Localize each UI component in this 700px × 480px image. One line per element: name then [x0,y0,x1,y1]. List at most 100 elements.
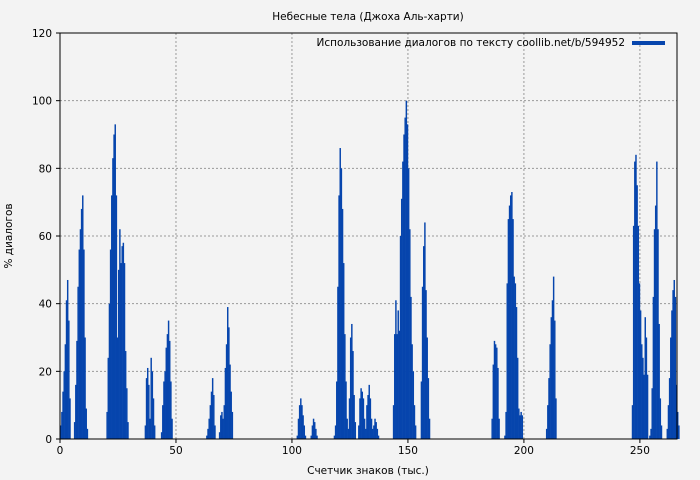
bar [208,418,210,439]
bar [520,411,522,439]
bar [644,317,646,439]
y-tick-label: 100 [32,96,52,108]
bar [210,391,213,439]
bar [78,249,81,439]
bar [338,195,340,439]
bar [218,432,221,439]
bar [368,384,370,439]
bar [407,168,410,440]
bar [653,229,656,439]
bar [545,428,548,439]
bar [113,134,115,439]
bar [413,405,416,439]
bar [358,425,360,439]
bar [421,286,424,439]
bar [555,398,557,439]
bar [301,405,303,439]
bar [149,418,151,439]
y-axis-label: % диалогов [3,203,15,268]
x-axis-label: Счетчик знаков (тыс.) [307,465,429,477]
bar [223,405,225,439]
bar [657,229,659,439]
bar [518,408,520,439]
bar [506,283,508,439]
bar [427,378,430,439]
y-tick-label: 80 [39,163,52,175]
bar [639,310,642,439]
bar [310,435,312,439]
bar [352,351,354,439]
bar [117,269,120,439]
bar [224,367,227,439]
bar [645,337,648,439]
bar [636,185,638,439]
bar [164,371,166,439]
bar [411,344,413,439]
bar [509,195,512,439]
bar [406,124,409,439]
bar [651,388,653,439]
bar [643,374,645,439]
bar [151,371,154,439]
bar [211,378,214,439]
bar [63,371,65,439]
bar [206,435,208,439]
legend-label: Использование диалогов по тексту coollib… [317,37,625,49]
bar [361,391,364,439]
y-tick-label: 120 [32,28,52,40]
bar [402,161,404,440]
bar [654,205,657,439]
legend-swatch [632,41,665,45]
bar [494,344,497,439]
bar [632,225,635,439]
bar [80,208,83,439]
bar [398,330,401,439]
bar [85,408,87,439]
bar [109,249,112,439]
y-tick-label: 20 [39,366,52,378]
bar [313,422,316,439]
bar [424,222,426,439]
bar [363,418,366,439]
bar [75,384,77,439]
bar [374,418,376,439]
bar [316,435,318,439]
bar [371,428,374,439]
bar [351,323,353,439]
bar [213,395,215,439]
bar [410,296,412,439]
bar [638,283,641,439]
bar [111,195,113,439]
bar [342,263,345,439]
x-tick-label: 100 [282,445,302,457]
bar [222,418,224,439]
bar [62,391,64,439]
bar [209,405,212,439]
bar [666,428,669,439]
bar [298,405,301,439]
bar [550,317,553,439]
y-tick-label: 0 [45,434,52,446]
bar [412,371,415,439]
bar [516,357,519,439]
bar [231,411,234,439]
bar [668,378,671,439]
bar [547,405,549,439]
bar [123,263,126,439]
bar [549,344,551,439]
bar [112,158,114,439]
bar [207,428,209,439]
bar [377,435,380,439]
bar [302,415,304,439]
bar [152,398,155,439]
bar [428,418,431,439]
x-tick-label: 250 [630,445,650,457]
bar [77,286,79,439]
bar [405,100,408,440]
bar [76,340,78,439]
bar [66,279,69,439]
bar [511,192,513,439]
bar [169,340,171,439]
bar [491,418,493,439]
